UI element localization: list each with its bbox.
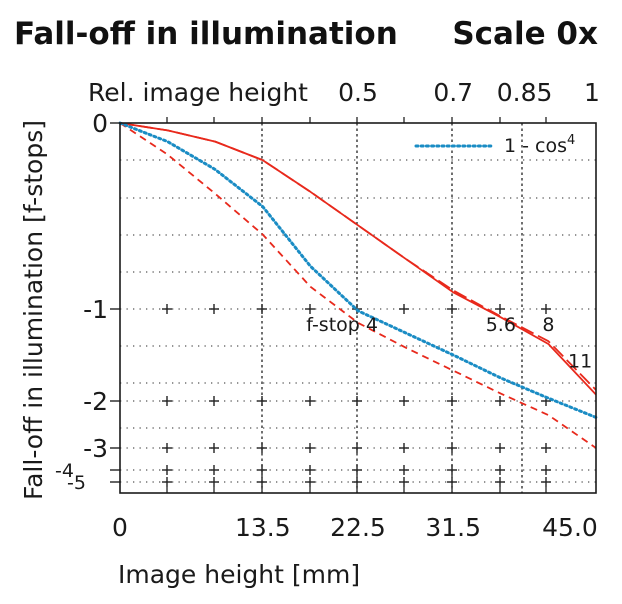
series-annotation: 8 (542, 314, 554, 336)
x-tick-label: 13.5 (235, 513, 291, 542)
legend-superscript: 4 (567, 133, 575, 148)
y-axis-ticks: 0 -1 -2 -3 -4-5 (55, 109, 120, 494)
series-line-3 (118, 121, 598, 419)
top-axis-tick-label: 1 (584, 78, 600, 107)
series-line-0 (119, 122, 597, 449)
series-annotation: 5.6 (486, 314, 516, 336)
x-axis-label: Image height [mm] (118, 560, 360, 589)
y-axis-label: Fall-off in illumination [f-stops] (19, 120, 48, 500)
y-tick-label: -5 (67, 472, 86, 494)
y-tick-label: -3 (83, 434, 108, 463)
top-axis-tick-label: 0.85 (497, 78, 553, 107)
x-tick-label: 31.5 (425, 513, 481, 542)
annotations: f-stop 4 5.6 8 11 (306, 314, 592, 373)
grid (120, 123, 596, 493)
x-axis-ticks: 0 13.5 22.5 31.5 45.0 (112, 487, 598, 542)
top-axis-tick-label: 0.5 (338, 78, 378, 107)
y-tick-label: 0 (92, 109, 108, 138)
x-tick-label: 0 (112, 513, 128, 542)
series-line-1 (119, 122, 597, 396)
series-line-2 (119, 122, 597, 391)
legend: 1 - cos4 (414, 133, 575, 157)
scale-label: Scale 0x (452, 16, 598, 52)
series-annotation: 11 (568, 351, 592, 373)
y-tick-label: -1 (83, 295, 108, 324)
y-tick-label: -2 (83, 387, 108, 416)
top-axis-tick-label: 0.7 (433, 78, 473, 107)
chart-title: Fall-off in illumination (14, 16, 398, 52)
legend-label: 1 - cos4 (504, 133, 575, 157)
top-axis-label: Rel. image height (88, 78, 308, 107)
plot-frame (119, 122, 597, 494)
x-tick-label: 22.5 (330, 513, 386, 542)
x-tick-label: 45.0 (542, 513, 598, 542)
series (118, 121, 598, 449)
plus-markers (162, 304, 551, 487)
top-axis-ticks: 0.5 0.7 0.85 1 (166, 78, 600, 123)
series-annotation: f-stop 4 (306, 314, 378, 336)
y-tick-label: -4 (55, 460, 74, 482)
